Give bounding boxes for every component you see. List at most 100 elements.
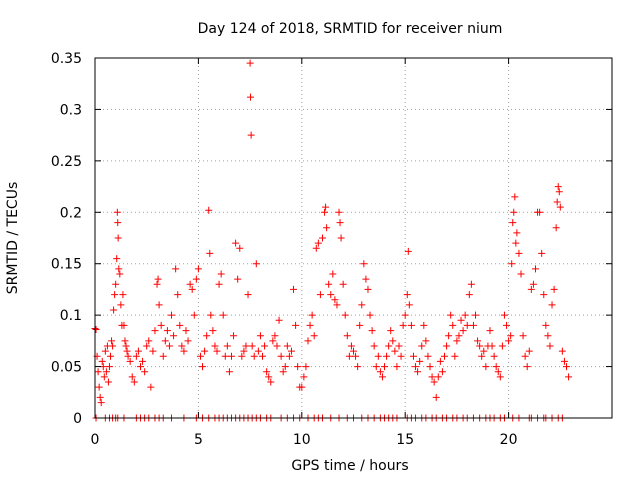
- data-point: [391, 347, 399, 355]
- data-point: [211, 342, 219, 350]
- plot-frame: [94, 57, 613, 419]
- data-point: [108, 337, 116, 345]
- data-point: [247, 131, 255, 139]
- data-point: [521, 352, 529, 360]
- data-point: [209, 327, 217, 335]
- x-tick-label: 20: [500, 432, 518, 448]
- data-point: [281, 363, 289, 371]
- data-point: [225, 368, 233, 376]
- y-tick-label: 0.05: [51, 360, 82, 376]
- data-point: [109, 342, 117, 350]
- data-point: [486, 327, 494, 335]
- data-point: [310, 332, 318, 340]
- data-point: [275, 316, 283, 324]
- data-point: [132, 352, 140, 360]
- data-point: [554, 183, 562, 191]
- data-point: [219, 311, 227, 319]
- data-point: [122, 342, 130, 350]
- data-point: [117, 301, 125, 309]
- data-point: [424, 352, 432, 360]
- data-point: [509, 219, 517, 227]
- data-point: [178, 342, 186, 350]
- data-point: [154, 275, 162, 283]
- data-point: [383, 352, 391, 360]
- data-point: [205, 206, 213, 214]
- data-point: [134, 347, 142, 355]
- data-point: [123, 347, 131, 355]
- data-point: [92, 326, 100, 334]
- data-point: [490, 352, 498, 360]
- data-point: [560, 357, 568, 365]
- data-point: [553, 198, 561, 206]
- data-point: [336, 219, 344, 227]
- data-point: [507, 332, 515, 340]
- data-point: [107, 352, 115, 360]
- data-point: [445, 332, 453, 340]
- data-point: [505, 337, 513, 345]
- data-point: [478, 352, 486, 360]
- data-point: [285, 352, 293, 360]
- data-point: [360, 260, 368, 268]
- data-point: [432, 393, 440, 401]
- data-point: [217, 270, 225, 278]
- data-point: [358, 301, 366, 309]
- data-point: [316, 291, 324, 299]
- data-point: [98, 357, 106, 365]
- data-point: [172, 265, 180, 273]
- data-point: [378, 373, 386, 381]
- data-point: [176, 321, 184, 329]
- data-point: [298, 383, 306, 391]
- data-point: [254, 347, 262, 355]
- data-point: [345, 352, 353, 360]
- data-point: [538, 249, 546, 257]
- data-point: [232, 239, 240, 247]
- data-point: [370, 342, 378, 350]
- data-point: [207, 311, 215, 319]
- data-point: [465, 291, 473, 299]
- data-point: [236, 244, 244, 252]
- data-point: [461, 311, 469, 319]
- data-point: [143, 342, 151, 350]
- data-point: [250, 352, 258, 360]
- data-point: [279, 368, 287, 376]
- data-point: [523, 363, 531, 371]
- y-tick-label: 0: [73, 411, 82, 427]
- data-point: [263, 368, 271, 376]
- data-point: [457, 316, 465, 324]
- data-point: [318, 234, 326, 242]
- data-point: [436, 357, 444, 365]
- data-point: [558, 347, 566, 355]
- data-point: [186, 280, 194, 288]
- data-point: [494, 368, 502, 376]
- data-point: [395, 342, 403, 350]
- data-point: [335, 208, 343, 216]
- data-point: [302, 363, 310, 371]
- data-point: [443, 342, 451, 350]
- data-point: [323, 224, 331, 232]
- grid: [95, 58, 612, 418]
- data-point: [414, 368, 422, 376]
- data-point: [404, 247, 412, 255]
- data-point: [136, 363, 144, 371]
- data-point: [341, 311, 349, 319]
- data-point: [304, 337, 312, 345]
- data-point: [550, 285, 558, 293]
- data-point: [451, 352, 459, 360]
- data-point: [512, 239, 520, 247]
- data-point: [213, 347, 221, 355]
- data-point: [321, 208, 329, 216]
- x-tick-label: 15: [396, 432, 414, 448]
- data-point: [434, 373, 442, 381]
- data-point: [139, 357, 147, 365]
- data-point: [329, 270, 337, 278]
- data-point: [438, 368, 446, 376]
- data-point: [112, 280, 120, 288]
- data-point: [206, 249, 214, 257]
- data-point: [153, 280, 161, 288]
- data-point: [515, 249, 523, 257]
- data-point: [277, 352, 285, 360]
- data-point: [180, 347, 188, 355]
- data-point: [364, 285, 372, 293]
- data-point: [517, 270, 525, 278]
- data-point: [267, 378, 275, 386]
